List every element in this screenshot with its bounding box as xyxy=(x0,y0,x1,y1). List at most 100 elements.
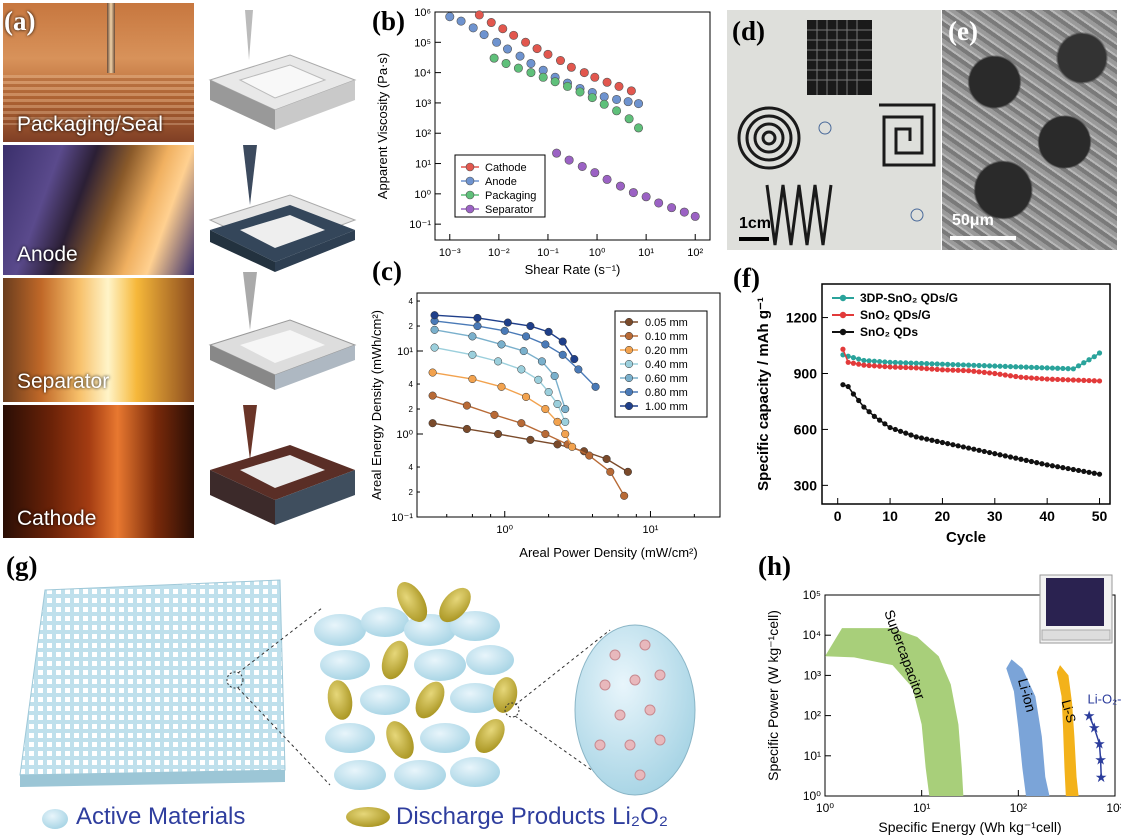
data-point xyxy=(1070,366,1076,372)
y-tick-label: 10⁵ xyxy=(414,37,431,49)
series-line xyxy=(432,394,625,497)
series-line xyxy=(842,383,1100,475)
data-point xyxy=(526,435,535,444)
data-point xyxy=(945,361,951,367)
legend-marker xyxy=(624,401,634,411)
data-point xyxy=(918,365,925,371)
data-point xyxy=(537,357,546,366)
data-point xyxy=(599,99,609,109)
data-point xyxy=(667,203,677,213)
legend-label: SnO₂ QDs xyxy=(860,325,918,339)
data-point xyxy=(908,365,914,371)
data-point xyxy=(561,429,570,439)
data-point xyxy=(897,364,904,370)
data-point xyxy=(866,358,872,364)
data-point xyxy=(1044,365,1050,371)
legend-label: Cathode xyxy=(485,162,527,174)
legend-marker xyxy=(624,345,634,355)
data-point xyxy=(882,421,888,427)
data-point xyxy=(526,68,536,78)
data-point xyxy=(877,417,883,423)
panel-g-illustration xyxy=(19,579,696,829)
data-point xyxy=(503,318,512,327)
data-point xyxy=(955,443,961,449)
data-point xyxy=(1096,471,1103,477)
data-point xyxy=(428,391,437,400)
data-point xyxy=(562,81,572,91)
data-point: ★ xyxy=(1094,752,1107,768)
data-point xyxy=(564,155,574,165)
y-tick-label: 10² xyxy=(415,128,431,140)
data-point xyxy=(497,382,506,391)
panel-e-sem: (e) 50μm xyxy=(942,10,1117,250)
data-point xyxy=(612,94,622,104)
data-point xyxy=(561,404,570,414)
y-minor-label: 4 xyxy=(409,380,414,389)
data-point xyxy=(1091,470,1097,476)
data-point xyxy=(1060,465,1066,471)
data-point xyxy=(1002,372,1008,378)
legend-marker xyxy=(624,317,634,327)
data-point xyxy=(1075,363,1082,369)
data-point xyxy=(1044,462,1050,468)
y-tick-label: 300 xyxy=(794,477,818,493)
legend-marker xyxy=(839,294,847,302)
data-point xyxy=(913,434,919,440)
y-axis-label: Areal Energy Density (mWh/cm²) xyxy=(369,310,384,500)
data-point xyxy=(568,442,577,451)
data-point xyxy=(934,438,940,444)
data-point xyxy=(845,359,851,365)
x-tick-label: 10⁻³ xyxy=(439,247,461,259)
region-label-li-s: Li-S xyxy=(1059,698,1080,725)
data-point xyxy=(934,366,940,372)
y-minor-label: 4 xyxy=(409,463,414,472)
data-point: ★ xyxy=(1088,720,1101,736)
y-tick-label: 10¹ xyxy=(397,346,413,358)
data-point xyxy=(871,363,877,369)
viscosity-chart: 10⁻³ 10⁻² 10⁻¹ 10⁰ 10¹ 10² 10⁶ 10⁵ 10⁴ 10³ 10² 10¹ 1… xyxy=(375,7,711,277)
y-tick-label: 10⁰ xyxy=(396,429,413,441)
data-point xyxy=(929,361,935,367)
data-point xyxy=(519,346,528,356)
x-tick-label: 10 xyxy=(882,508,898,524)
data-point xyxy=(456,16,466,26)
data-point xyxy=(509,30,519,40)
data-point xyxy=(1007,454,1014,460)
data-point xyxy=(1091,378,1097,384)
stripe-label-cathode: Cathode xyxy=(17,507,97,530)
data-point xyxy=(939,367,946,373)
data-point xyxy=(960,367,966,374)
cathode-photo: Cathode xyxy=(3,405,194,538)
data-point xyxy=(924,436,930,442)
data-point xyxy=(882,359,888,365)
data-point xyxy=(1007,373,1014,379)
legend-label: Anode xyxy=(485,176,517,188)
legend-marker xyxy=(624,331,634,341)
y-tick-label: 10⁰ xyxy=(803,789,821,803)
data-point xyxy=(866,362,872,369)
legend-label: 0.10 mm xyxy=(645,331,688,343)
energy-power-chart: 10⁰ 10¹ 10⁻¹ 10⁰ 10¹ 2 4 2 4 2 4 Areal Power Densit… xyxy=(369,292,721,560)
data-point xyxy=(534,375,543,384)
data-point xyxy=(634,123,644,133)
y-tick-label: 10¹ xyxy=(804,749,821,763)
y-minor-label: 2 xyxy=(409,405,414,414)
legend-marker xyxy=(624,359,634,369)
data-point xyxy=(966,445,972,451)
y-tick-label: 10⁵ xyxy=(803,588,821,602)
data-point xyxy=(558,337,567,346)
legend-marker xyxy=(839,328,847,336)
data-point xyxy=(544,388,553,397)
x-tick-label: 10⁻² xyxy=(488,247,510,259)
data-point xyxy=(428,419,437,428)
data-point xyxy=(913,365,919,371)
data-point xyxy=(574,365,583,374)
series-label: Li-O₂-3DP xyxy=(1088,691,1121,706)
legend-label: 0.60 mm xyxy=(645,373,688,385)
legend-label: 0.40 mm xyxy=(645,359,688,371)
data-point xyxy=(566,62,576,72)
y-tick-label: 10² xyxy=(804,709,821,723)
data-point xyxy=(612,106,622,116)
data-point xyxy=(430,343,439,352)
data-point xyxy=(966,368,972,374)
